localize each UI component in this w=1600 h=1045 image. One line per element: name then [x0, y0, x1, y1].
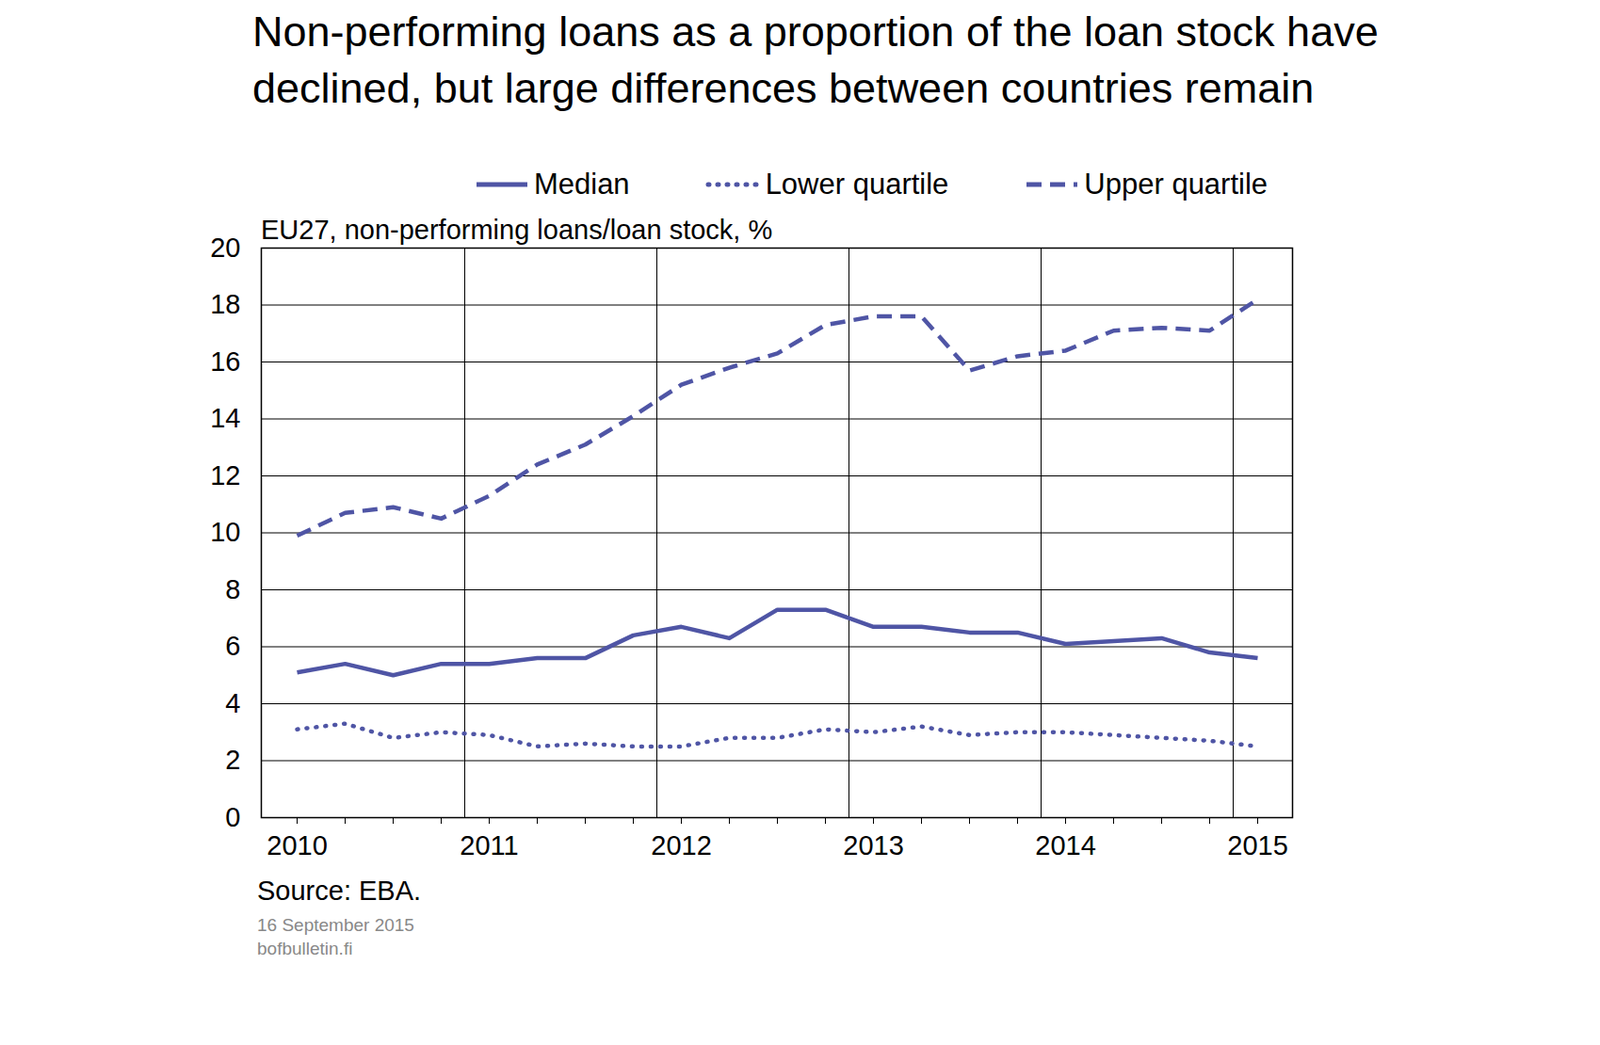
html-text:Upper quartile: Upper quartile	[1084, 167, 1268, 201]
svg-text:2011: 2011	[459, 830, 518, 861]
svg-text:18: 18	[210, 289, 241, 320]
svg-text:16: 16	[210, 346, 241, 377]
svg-text:10: 10	[210, 517, 241, 548]
svg-text:2015: 2015	[1227, 830, 1289, 861]
svg-text:2010: 2010	[266, 830, 328, 861]
svg-text:2013: 2013	[842, 830, 905, 861]
svg-text:20: 20	[210, 232, 241, 263]
html-text:16 September 2015: 16 September 2015	[257, 915, 415, 936]
html-text:Median: Median	[533, 167, 630, 201]
html-text:Non-performing loans as a prop: Non-performing loans as a proportion of …	[252, 7, 1379, 113]
svg-text:2014: 2014	[1034, 830, 1097, 861]
svg-text:0: 0	[225, 802, 241, 833]
svg-text:4: 4	[225, 688, 241, 719]
html-text:bofbulletin.fi: bofbulletin.fi	[257, 938, 353, 959]
html-text:Source: EBA.: Source: EBA.	[257, 875, 422, 906]
svg-text:8: 8	[225, 574, 241, 605]
svg-text:2: 2	[225, 744, 241, 776]
svg-text:14: 14	[210, 403, 241, 434]
html-text:Lower quartile: Lower quartile	[765, 167, 949, 201]
html-text:EU27, non-performing loans/loa: EU27, non-performing loans/loan stock, %	[260, 214, 773, 245]
svg-text:2012: 2012	[650, 830, 712, 861]
svg-text:6: 6	[225, 630, 241, 662]
svg-text:12: 12	[210, 460, 241, 491]
